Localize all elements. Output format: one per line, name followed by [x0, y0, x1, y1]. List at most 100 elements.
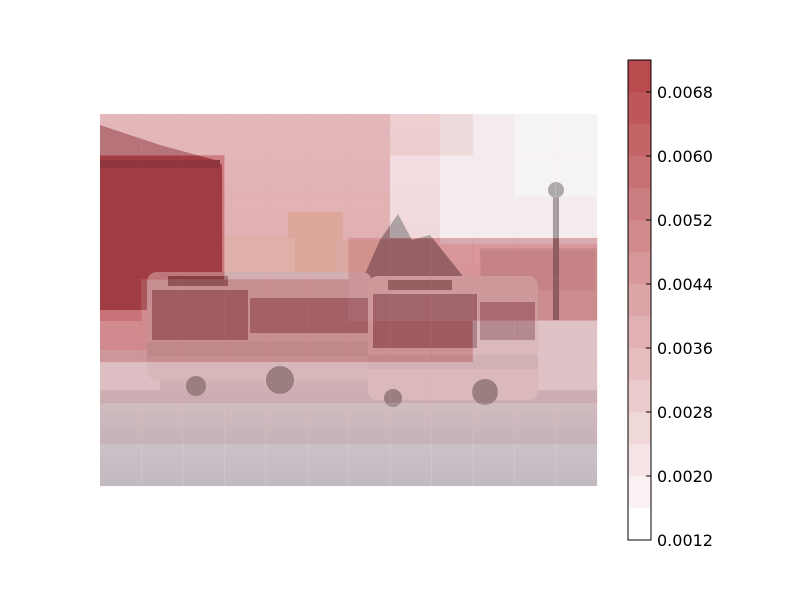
colorbar-tick-label: 0.0052	[657, 211, 713, 230]
heatmap-cell	[307, 238, 349, 280]
colorbar-segment	[628, 316, 651, 349]
heatmap-cell	[348, 320, 391, 363]
heatmap-cell	[141, 196, 184, 239]
heatmap-cell	[307, 444, 349, 487]
heatmap-cell	[348, 155, 391, 197]
heatmap-cell	[307, 362, 349, 404]
colorbar-segment	[628, 92, 651, 125]
heatmap-cell	[472, 279, 515, 321]
heatmap-cell	[472, 238, 515, 280]
heatmap-cell	[389, 238, 432, 280]
heatmap-cell	[472, 362, 515, 404]
heatmap-cell	[141, 114, 184, 156]
heatmap-cell	[431, 238, 474, 280]
heatmap-cell	[224, 114, 266, 156]
heatmap-cell	[431, 196, 474, 239]
heatmap-cell	[514, 155, 556, 197]
colorbar-segment	[628, 220, 651, 253]
heatmap-cell	[389, 279, 432, 321]
heatmap-cell	[265, 279, 308, 321]
heatmap-cell	[514, 114, 556, 156]
heatmap-cell	[514, 196, 556, 239]
heatmap-cell	[141, 155, 184, 197]
heatmap-cell	[182, 444, 225, 487]
colorbar-segment	[628, 124, 651, 157]
heatmap-cell	[224, 320, 266, 363]
heatmap-cell	[100, 114, 142, 156]
heatmap-cell	[431, 279, 474, 321]
heatmap-cell	[348, 362, 391, 404]
heatmap-cell	[224, 196, 266, 239]
heatmap-cell	[472, 444, 515, 487]
colorbar-segment	[628, 444, 651, 477]
heatmap-cell	[472, 320, 515, 363]
heatmap-cell	[182, 320, 225, 363]
colorbar-tick-label: 0.0060	[657, 147, 713, 166]
heatmap-cell	[100, 196, 142, 239]
heatmap-cell	[141, 444, 184, 487]
heatmap-cell	[307, 320, 349, 363]
heatmap-cell	[555, 238, 598, 280]
colorbar-segment	[628, 348, 651, 381]
heatmap-cell	[389, 444, 432, 487]
heatmap-cell	[182, 403, 225, 445]
heatmap-cell	[348, 403, 391, 445]
heatmap-cell	[182, 279, 225, 321]
heatmap-cell	[141, 238, 184, 280]
heatmap-cell	[265, 114, 308, 156]
heatmap-cell	[265, 155, 308, 197]
heatmap-cell	[514, 403, 556, 445]
heatmap-cell	[265, 403, 308, 445]
heatmap-cell	[555, 444, 598, 487]
heatmap-cell	[265, 238, 308, 280]
heatmap-cell	[182, 362, 225, 404]
heatmap-cell	[555, 114, 598, 156]
heatmap-cell	[100, 444, 142, 487]
heatmap-cell	[555, 279, 598, 321]
colorbar-segment	[628, 412, 651, 445]
heatmap-cell	[307, 155, 349, 197]
heatmap-cell	[514, 362, 556, 404]
colorbar-segment	[628, 380, 651, 413]
heatmap-cell	[224, 279, 266, 321]
colorbar-tick-label: 0.0012	[657, 531, 713, 550]
colorbar-segment	[628, 284, 651, 317]
heatmap-cell	[307, 114, 349, 156]
heatmap-cell	[141, 362, 184, 404]
heatmap-cell	[555, 155, 598, 197]
heatmap-cell	[555, 362, 598, 404]
heatmap-cell	[389, 196, 432, 239]
colorbar-segment	[628, 508, 651, 541]
heatmap-cell	[389, 114, 432, 156]
heatmap-cell	[389, 403, 432, 445]
colorbar-tick-label: 0.0028	[657, 403, 713, 422]
heatmap-cell	[307, 403, 349, 445]
heatmap-cell	[265, 362, 308, 404]
heatmap-cell	[514, 444, 556, 487]
heatmap-cell	[224, 238, 266, 280]
colorbar-segment	[628, 60, 651, 93]
heatmap-cell	[431, 362, 474, 404]
heatmap-cell	[389, 155, 432, 197]
heatmap-cell	[265, 320, 308, 363]
heatmap-cell	[431, 155, 474, 197]
heatmap-cell	[307, 196, 349, 239]
heatmap-cell	[182, 155, 225, 197]
colorbar-tick-label: 0.0068	[657, 83, 713, 102]
attention-overlay	[100, 114, 598, 487]
heatmap-cell	[348, 279, 391, 321]
heatmap-cell	[224, 155, 266, 197]
colorbar-segment	[628, 476, 651, 509]
colorbar-segment	[628, 188, 651, 221]
colorbar-frame	[627, 59, 652, 541]
heatmap-cell	[141, 279, 184, 321]
colorbar-segment	[628, 252, 651, 285]
heatmap-cell	[182, 114, 225, 156]
heatmap-cell	[389, 362, 432, 404]
heatmap-cell	[348, 238, 391, 280]
heatmap-cell	[100, 279, 142, 321]
heatmap-cell	[389, 320, 432, 363]
heatmap-cell	[307, 279, 349, 321]
heatmap-cell	[141, 320, 184, 363]
